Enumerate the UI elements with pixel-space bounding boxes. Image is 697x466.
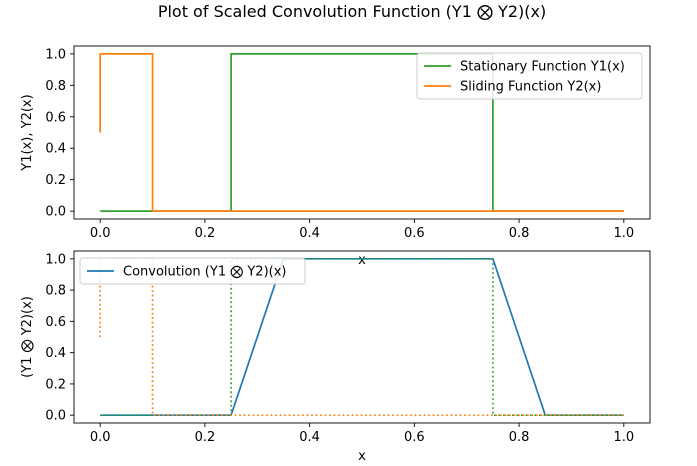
chart-2: 0.0 0.2 0.4 0.6 0.8 1.0 0.0 0.2 0.4 0.6 0.8 1.0 x (Y1… [20, 250, 651, 464]
x-tick-label: 0.4 [299, 226, 320, 241]
x-tick-label: 0.2 [195, 430, 216, 445]
y-tick-label: 0.2 [45, 377, 66, 392]
y-tick-label: 0.4 [45, 346, 66, 361]
y-tick-label: 1.0 [45, 47, 66, 62]
y-tick-label: 0.6 [45, 315, 66, 330]
x-axis-label: x [358, 449, 366, 464]
legend: Convolution (Y1 ⨂ Y2)(x) [79, 257, 306, 285]
plots-layer: 0.0 0.2 0.4 0.6 0.8 1.0 0.0 0.2 0.4 0.6 0.8 1.0 x Y1(… [20, 45, 651, 464]
legend-box [416, 52, 643, 100]
legend-entry: Convolution (Y1 ⨂ Y2)(x) [123, 265, 286, 280]
x-tick-label: 0.2 [195, 226, 216, 241]
x-tick-label: 0.4 [299, 430, 320, 445]
legend-box [79, 257, 306, 285]
y-tick-label: 0.2 [45, 173, 66, 188]
x-axis-label: x [358, 253, 366, 268]
x-tick-label: 1.0 [613, 226, 634, 241]
y-tick-label: 0.0 [45, 409, 66, 424]
y-tick-label: 0.0 [45, 205, 66, 220]
y-tick-label: 1.0 [45, 252, 66, 267]
x-tick-label: 0.6 [404, 430, 425, 445]
y-axis-label: Y1(x), Y2(x) [20, 94, 35, 171]
legend-entry: Stationary Function Y1(x) [460, 60, 625, 75]
legend-entry: Sliding Function Y2(x) [460, 80, 601, 95]
axes-frame [73, 45, 651, 220]
x-tick-label: 0.0 [90, 226, 111, 241]
axes-frame [73, 250, 651, 424]
y-tick-label: 0.8 [45, 79, 66, 94]
y-tick-label: 0.8 [45, 284, 66, 299]
series-line-sliding-function-y2-x [99, 53, 624, 212]
x-tick-label: 0.8 [509, 430, 530, 445]
legend: Stationary Function Y1(x) Sliding Functio… [416, 52, 643, 100]
x-tick-label: 0.6 [404, 226, 425, 241]
y-axis-label: (Y1 ⨂ Y2)(x) [20, 296, 35, 378]
y-tick-label: 0.6 [45, 110, 66, 125]
x-tick-label: 1.0 [613, 430, 634, 445]
figure-title: Plot of Scaled Convolution Function (Y1 … [158, 2, 546, 21]
x-tick-label: 0.8 [509, 226, 530, 241]
chart-1: 0.0 0.2 0.4 0.6 0.8 1.0 0.0 0.2 0.4 0.6 0.8 1.0 x Y1(… [20, 45, 651, 268]
y-tick-label: 0.4 [45, 142, 66, 157]
x-tick-label: 0.0 [90, 430, 111, 445]
